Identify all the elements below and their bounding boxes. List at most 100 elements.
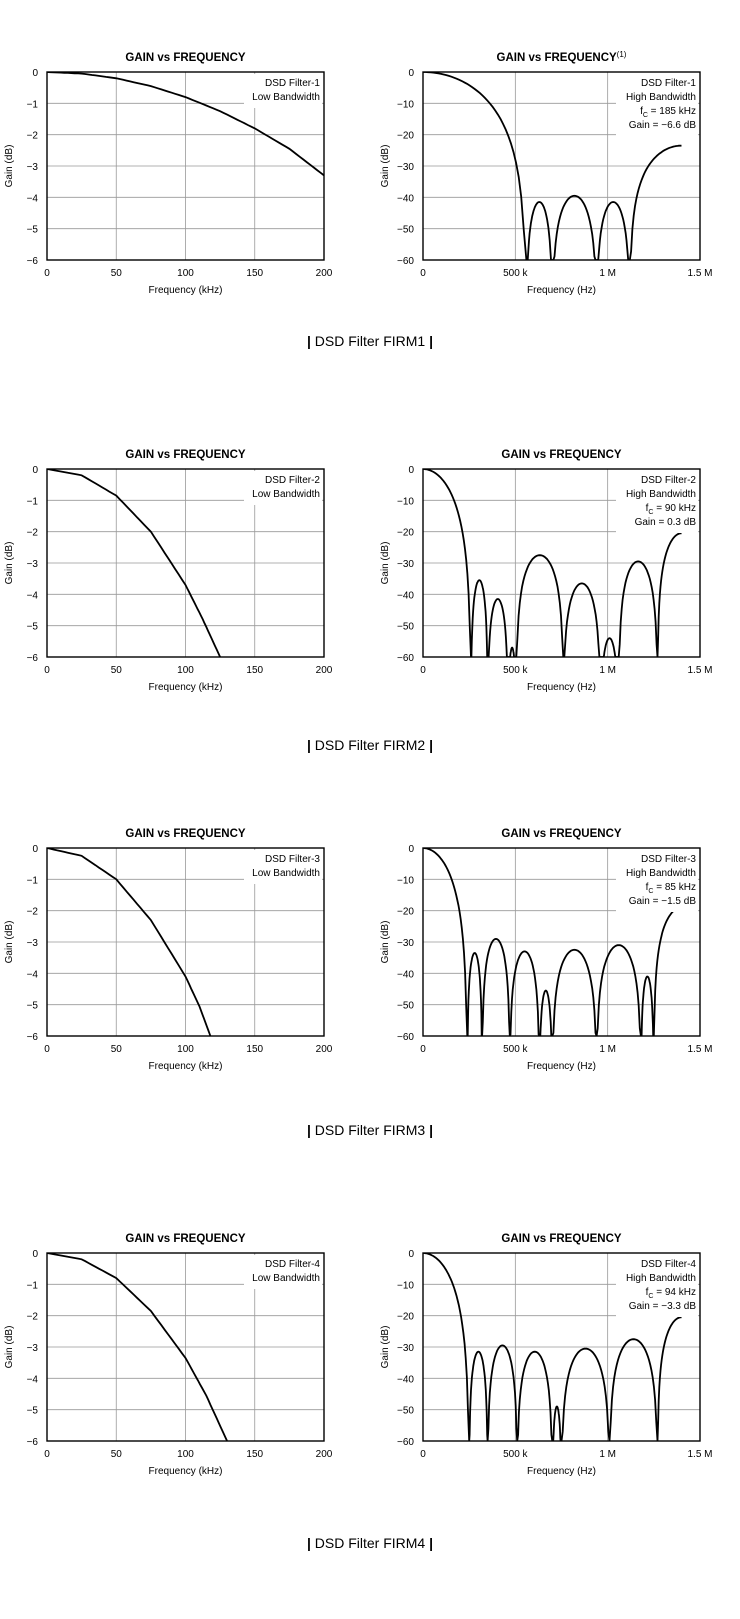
x-axis-label: Frequency (kHz) (149, 285, 223, 296)
x-tick-label: 500 k (503, 665, 528, 676)
x-tick-label: 50 (111, 268, 123, 279)
y-tick-label: −5 (27, 225, 39, 236)
y-tick-label: −10 (397, 496, 414, 507)
y-tick-label: −50 (397, 622, 414, 633)
series-line (47, 1253, 228, 1441)
y-tick-label: −30 (397, 162, 414, 173)
x-tick-label: 200 (316, 1044, 333, 1055)
y-tick-label: −4 (27, 1374, 39, 1385)
y-tick-label: −1 (27, 99, 39, 110)
y-tick-label: −30 (397, 938, 414, 949)
x-tick-label: 1.5 M (687, 268, 712, 279)
x-axis-label: Frequency (Hz) (527, 285, 596, 296)
y-axis-label: Gain (dB) (4, 1326, 15, 1369)
annotation-line: High Bandwidth (626, 489, 696, 500)
y-tick-label: −40 (397, 1374, 414, 1385)
y-tick-label: −2 (27, 907, 39, 918)
annotation-line: Low Bandwidth (252, 868, 320, 879)
x-tick-label: 0 (420, 1044, 426, 1055)
x-tick-label: 150 (246, 665, 263, 676)
x-tick-label: 1 M (599, 665, 616, 676)
annotation-line: Gain = −3.3 dB (629, 1301, 697, 1312)
y-tick-label: −3 (27, 938, 39, 949)
y-tick-label: 0 (408, 844, 414, 855)
x-tick-label: 1 M (599, 1449, 616, 1460)
y-axis-label: Gain (dB) (4, 542, 15, 585)
x-tick-label: 150 (246, 1449, 263, 1460)
chart-title: GAIN vs FREQUENCY (125, 52, 245, 64)
y-tick-label: −40 (397, 969, 414, 980)
annotation-box (244, 1255, 322, 1289)
y-tick-label: −60 (397, 256, 414, 267)
y-tick-label: −50 (397, 225, 414, 236)
y-tick-label: −50 (397, 1001, 414, 1012)
x-tick-label: 1.5 M (687, 1044, 712, 1055)
y-tick-label: −6 (27, 1032, 39, 1043)
x-tick-label: 0 (420, 1449, 426, 1460)
x-tick-label: 500 k (503, 268, 528, 279)
plot-frame (422, 468, 701, 658)
x-axis-label: Frequency (Hz) (527, 682, 596, 693)
caption-firm4: | DSD Filter FIRM4 | (306, 1535, 434, 1551)
annotation-line: Gain = −1.5 dB (629, 896, 697, 907)
x-tick-label: 500 k (503, 1449, 528, 1460)
series-line (47, 848, 212, 1036)
x-tick-label: 0 (44, 268, 50, 279)
annotation-line: Low Bandwidth (252, 489, 320, 500)
caption-firm1: | DSD Filter FIRM1 | (306, 333, 434, 349)
series-line (47, 72, 324, 177)
y-tick-label: −40 (397, 193, 414, 204)
annotation-box (616, 74, 698, 136)
annotation-line: DSD Filter-4 (641, 1259, 696, 1270)
plot-frame (422, 71, 701, 261)
y-tick-label: −20 (397, 907, 414, 918)
annotation-line: DSD Filter-1 (265, 78, 320, 89)
plot-frame (46, 71, 325, 261)
x-tick-label: 200 (316, 665, 333, 676)
y-tick-label: 0 (32, 68, 38, 79)
x-tick-label: 0 (44, 1044, 50, 1055)
annotation-line: fC = 85 kHz (646, 882, 696, 895)
y-tick-label: −60 (397, 1032, 414, 1043)
y-tick-label: −20 (397, 528, 414, 539)
x-tick-label: 150 (246, 268, 263, 279)
x-axis-label: Frequency (kHz) (149, 682, 223, 693)
annotation-line: DSD Filter-2 (641, 475, 696, 486)
y-tick-label: −50 (397, 1406, 414, 1417)
y-tick-label: 0 (32, 1249, 38, 1260)
x-tick-label: 200 (316, 268, 333, 279)
annotation-box (244, 850, 322, 884)
x-tick-label: 100 (177, 1449, 194, 1460)
annotation-box (616, 471, 698, 533)
y-tick-label: −20 (397, 131, 414, 142)
y-axis-label: Gain (dB) (380, 542, 391, 585)
y-tick-label: −4 (27, 969, 39, 980)
annotation-line: DSD Filter-1 (641, 78, 696, 89)
x-tick-label: 100 (177, 268, 194, 279)
y-tick-label: −20 (397, 1312, 414, 1323)
y-tick-label: −60 (397, 653, 414, 664)
annotation-line: fC = 94 kHz (646, 1287, 696, 1300)
annotation-line: DSD Filter-4 (265, 1259, 320, 1270)
y-tick-label: −10 (397, 99, 414, 110)
x-tick-label: 0 (420, 665, 426, 676)
chart-title: GAIN vs FREQUENCY (125, 449, 245, 461)
series-line (423, 848, 682, 1036)
chart-title: GAIN vs FREQUENCY (501, 828, 621, 840)
y-tick-label: 0 (32, 844, 38, 855)
chart-3-low-bandwidth: GAIN vs FREQUENCY 0 50 100 150 200 0 −1 −2 −3 −4 −5… (4, 828, 333, 1072)
annotation-line: DSD Filter-3 (265, 854, 320, 865)
plot-frame (422, 1252, 701, 1442)
chart-1-low-bandwidth: GAIN vs FREQUENCY 0 50 100 150 200 0 −1 −2 −3 −4 −5… (4, 52, 333, 296)
chart-title: GAIN vs FREQUENCY (125, 1233, 245, 1245)
annotation-line: DSD Filter-2 (265, 475, 320, 486)
y-tick-label: −30 (397, 559, 414, 570)
y-tick-label: −4 (27, 590, 39, 601)
chart-2-high-bandwidth: GAIN vs FREQUENCY 0 500 k 1 M 1.5 M 0 −10 −20 −3… (380, 449, 713, 693)
y-tick-label: −1 (27, 1280, 39, 1291)
x-tick-label: 1 M (599, 1044, 616, 1055)
y-tick-label: −40 (397, 590, 414, 601)
y-axis-label: Gain (dB) (4, 145, 15, 188)
annotation-line: High Bandwidth (626, 1273, 696, 1284)
